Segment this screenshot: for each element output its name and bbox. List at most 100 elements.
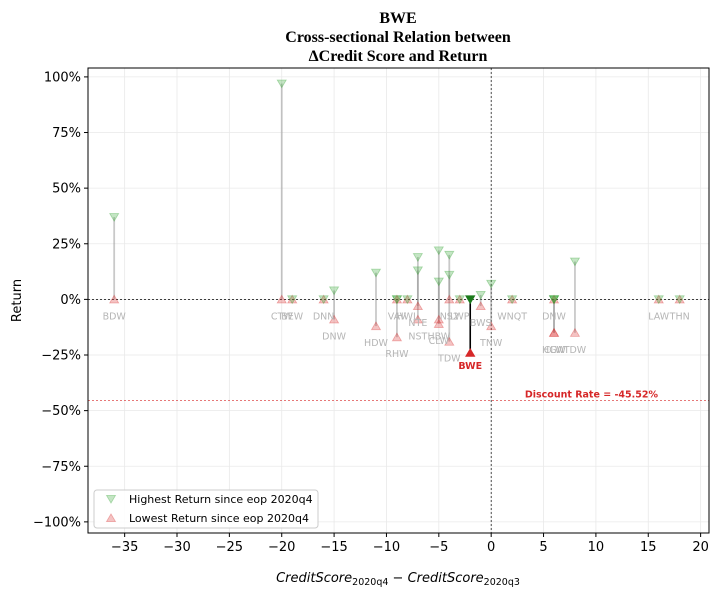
low-marker: [475, 301, 486, 311]
markers: [108, 79, 685, 357]
low-marker: [412, 301, 424, 311]
low-marker: [444, 336, 455, 346]
ticker-label: HWL: [396, 311, 419, 322]
legend-high-label: Highest Return since eop 2020q4: [129, 493, 313, 506]
plot-frame: [87, 67, 710, 534]
y-tick-label: 75%: [52, 126, 81, 141]
high-marker: [674, 295, 685, 305]
high-marker: [391, 295, 403, 305]
low-marker: [287, 294, 298, 304]
high-marker: [506, 295, 518, 305]
high-marker: [548, 295, 560, 305]
low-marker: [444, 294, 455, 304]
ticker-label: TDW: [563, 345, 587, 356]
low-marker: [433, 314, 445, 324]
high-marker: [454, 295, 465, 305]
ticker-label: HBW: [427, 331, 450, 342]
grid: [88, 68, 709, 533]
high-marker: [287, 295, 298, 305]
low-marker: [391, 332, 403, 342]
low-marker: [391, 294, 403, 304]
ticker-label: DNW: [322, 331, 346, 342]
high-marker: [318, 295, 329, 305]
high-marker: [108, 213, 120, 222]
high-marker: [548, 295, 560, 305]
focus-high-marker: [465, 295, 476, 305]
low-marker: [318, 294, 329, 304]
high-marker: [444, 270, 455, 280]
focus-low-marker: [465, 347, 476, 357]
x-axis: −35 −30 −25 −20 −15 −10 −5 0 5 10 15 20: [111, 533, 709, 555]
y-tick-label: −50%: [41, 404, 81, 419]
high-marker: [653, 295, 664, 305]
chart-title-line: ΔCredit Score and Return: [309, 48, 488, 65]
low-marker: [548, 294, 560, 304]
ticker-label: VAV: [388, 311, 407, 322]
x-tick-label: −20: [268, 540, 295, 555]
high-marker: [328, 286, 340, 296]
low-marker: [433, 319, 445, 328]
ticker-label: HDW: [364, 338, 388, 349]
y-tick-label: 50%: [52, 182, 81, 197]
high-marker: [391, 295, 403, 305]
high-marker: [412, 253, 424, 262]
ticker-label: DNW: [542, 311, 566, 322]
high-marker: [402, 295, 413, 305]
high-marker: [370, 268, 382, 278]
reference-lines: Discount Rate = -45.52%: [88, 68, 709, 533]
ticker-label: DNN: [313, 311, 335, 322]
ticker-label: BWS: [470, 318, 492, 329]
ticker-label: TNW: [479, 338, 503, 349]
legend: Highest Return since eop 2020q4 Lowest Re…: [93, 489, 319, 529]
x-tick-label: 15: [640, 540, 657, 555]
ticker-label: NS2: [440, 311, 459, 322]
low-marker: [485, 321, 497, 331]
low-marker: [548, 327, 560, 337]
low-marker: [412, 314, 424, 324]
x-tick-label: −25: [216, 540, 243, 555]
high-marker: [569, 257, 581, 267]
high-marker: [276, 79, 287, 89]
high-marker: [548, 295, 560, 305]
ticker-label: WNQT: [497, 311, 527, 322]
low-marker: [108, 294, 120, 304]
low-marker: [402, 294, 413, 304]
y-axis: −100% −75% −50% −25% 0% 25% 50% 75% 100%: [33, 70, 88, 530]
low-marker: [454, 294, 465, 304]
low-marker: [370, 321, 382, 331]
ticker-label: THN: [669, 311, 690, 322]
stems: [113, 83, 576, 353]
ticker-label: LAW: [648, 311, 669, 322]
chart-title-line: BWE: [379, 10, 416, 27]
y-tick-label: 100%: [44, 70, 81, 85]
legend-low-label: Lowest Return since eop 2020q4: [129, 512, 309, 525]
low-marker: [653, 294, 664, 304]
x-tick-label: −5: [429, 540, 448, 555]
ticker-label: CLW: [429, 336, 450, 347]
low-marker: [674, 294, 685, 304]
discount-rate-label: Discount Rate = -45.52%: [525, 390, 659, 401]
legend-high-marker: [105, 494, 117, 504]
x-tick-label: −35: [111, 540, 138, 555]
high-marker: [444, 250, 455, 260]
ticker-label: CLW: [544, 345, 565, 356]
x-tick-label: 5: [539, 540, 547, 555]
ticker-label: TDW: [437, 354, 461, 365]
low-marker: [548, 327, 560, 337]
ticker-label: HGW: [542, 345, 567, 356]
focus-label: BWE: [458, 361, 482, 372]
low-marker: [328, 314, 340, 324]
legend-low-marker: [105, 513, 117, 522]
legend-box: [93, 489, 319, 529]
x-tick-label: −10: [373, 540, 400, 555]
ticker-label: BEW: [281, 311, 304, 322]
chart-title-line: Cross-sectional Relation between: [285, 29, 511, 46]
x-tick-label: 10: [588, 540, 605, 555]
axis-labels: Return CreditScore2020q4 − CreditScore202…: [10, 279, 520, 588]
low-marker: [569, 327, 581, 337]
x-tick-label: 0: [487, 540, 495, 555]
ticker-label: RHW: [385, 349, 409, 360]
high-marker: [433, 277, 445, 287]
